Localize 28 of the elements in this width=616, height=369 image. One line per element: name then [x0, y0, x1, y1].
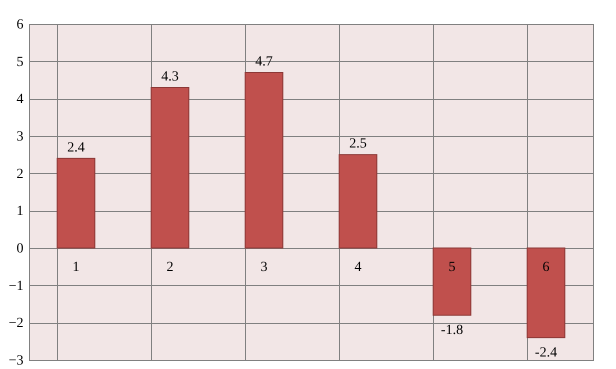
data-label: 2.4 [67, 140, 85, 156]
data-label: -2.4 [534, 346, 558, 361]
y-tick-label: 1 [16, 204, 24, 220]
x-tick-label: 1 [72, 260, 80, 275]
y-tick-label: 6 [16, 18, 24, 32]
y-tick-label: −2 [8, 316, 24, 332]
x-tick-label: 2 [166, 260, 174, 275]
x-tick-label: 4 [354, 260, 362, 275]
data-label: 4.3 [161, 69, 179, 84]
data-label: -1.8 [440, 323, 464, 338]
x-tick-label: 3 [260, 260, 268, 275]
bar [338, 154, 378, 248]
y-tick-label: 2 [16, 166, 24, 182]
data-label: 4.7 [255, 54, 273, 70]
bar [56, 158, 96, 248]
y-tick-label: 3 [16, 130, 24, 144]
bar [244, 72, 284, 248]
bar [526, 248, 566, 338]
y-tick-label: −3 [8, 354, 24, 368]
y-tick-label: −1 [8, 278, 24, 294]
x-tick-label: 6 [542, 260, 550, 275]
bar [432, 248, 472, 316]
bar [150, 86, 190, 248]
y-tick-label: 5 [16, 54, 24, 70]
y-tick-label: 0 [16, 242, 24, 256]
data-label: 2.5 [349, 136, 367, 152]
y-tick-label: 4 [16, 92, 24, 108]
x-tick-label: 5 [448, 260, 456, 275]
